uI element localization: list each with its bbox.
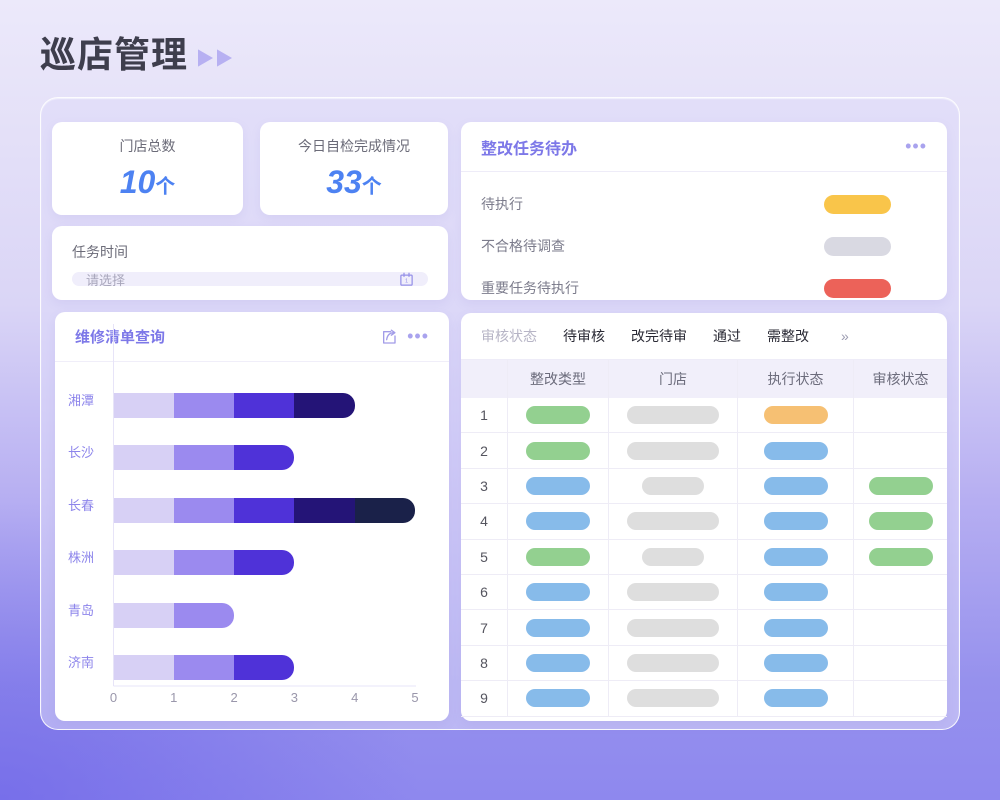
svg-text:1: 1 — [405, 278, 408, 284]
